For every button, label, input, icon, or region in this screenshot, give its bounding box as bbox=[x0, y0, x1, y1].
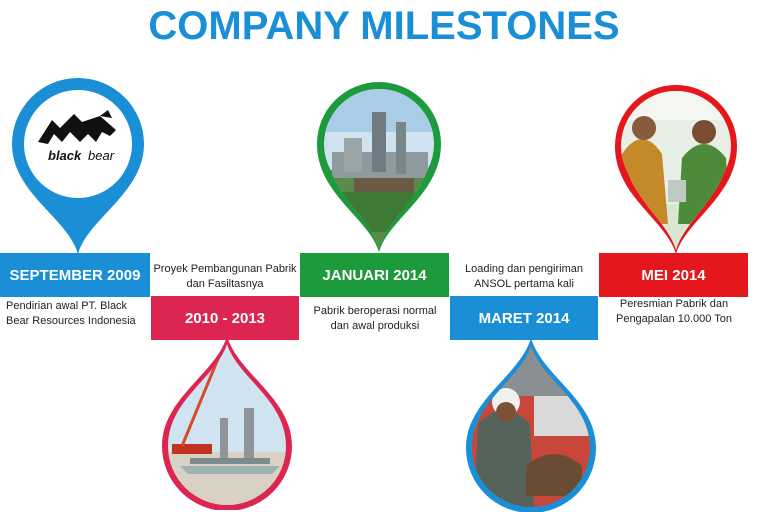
pin-januari-2014 bbox=[317, 82, 441, 252]
milestone-date-2010-2013: 2010 - 2013 bbox=[151, 296, 299, 340]
milestone-desc-mei-2014: Peresmian Pabrik dan Pengapalan 10.000 T… bbox=[615, 298, 732, 325]
milestone-date-september-2009: SEPTEMBER 2009 bbox=[0, 253, 150, 297]
page-title: COMPANY MILESTONES bbox=[148, 4, 620, 48]
logo-text-bear: bear bbox=[88, 148, 115, 163]
pin-september-2009: black bear bbox=[12, 78, 144, 254]
pin-mei-2014 bbox=[615, 85, 737, 254]
milestone-desc-2010-2013: Proyek Pembangunan Pabrik dan Fasiltasny… bbox=[153, 263, 297, 290]
milestone-date-mei-2014: MEI 2014 bbox=[599, 253, 748, 297]
milestone-desc-januari-2014: Pabrik beroperasi normal dan awal produk… bbox=[313, 305, 437, 332]
milestone-desc-maret-2014: Loading dan pengiriman ANSOL pertama kal… bbox=[464, 263, 584, 290]
black-bear-logo: black bear bbox=[38, 110, 116, 163]
drop-2010-2013 bbox=[162, 336, 292, 510]
drop-maret-2014 bbox=[466, 338, 596, 512]
logo-text-black: black bbox=[48, 148, 82, 163]
milestone-date-maret-2014: MARET 2014 bbox=[450, 296, 598, 340]
milestone-date-januari-2014: JANUARI 2014 bbox=[300, 253, 449, 297]
milestone-desc-september-2009: Pendirian awal PT. Black Bear Resources … bbox=[6, 300, 136, 327]
